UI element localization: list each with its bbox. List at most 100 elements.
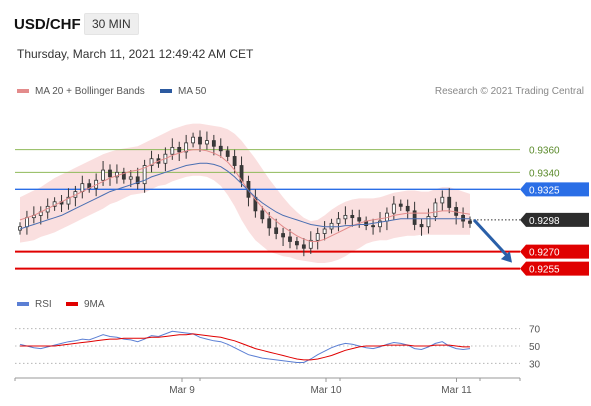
- candle: [350, 209, 355, 227]
- candle: [281, 227, 285, 246]
- rsi-tick-50: 50: [529, 342, 541, 353]
- candle: [322, 221, 327, 241]
- candle: [315, 227, 320, 250]
- candle: [121, 167, 126, 184]
- candle: [440, 190, 445, 211]
- rsi-panel: 70 50 30: [15, 325, 541, 370]
- candle-body-down: [239, 165, 244, 182]
- level-tag-text: 0.9325: [529, 185, 560, 196]
- legend-ma9-label: 9MA: [84, 299, 105, 310]
- forecast-arrow-shaft: [472, 218, 510, 258]
- candle: [371, 218, 375, 235]
- candle: [329, 218, 334, 234]
- candle-body-up: [80, 183, 85, 193]
- candle: [205, 131, 209, 150]
- candle-body-down: [405, 205, 410, 212]
- candle-body-up: [128, 176, 133, 180]
- legend-ma20-bb: MA 20 + Bollinger Bands: [17, 86, 145, 97]
- level-tag-bg: [520, 212, 589, 227]
- candle: [128, 170, 133, 188]
- candle-body-up: [433, 202, 438, 217]
- ma20-swatch-icon: [17, 89, 29, 94]
- level-tag-0.9255: 0.9255: [520, 261, 589, 276]
- level-tag-bg: [520, 244, 589, 259]
- candle-body-down: [398, 203, 403, 207]
- candle: [274, 218, 279, 240]
- candle: [391, 196, 396, 220]
- candle: [412, 201, 417, 231]
- candle: [115, 164, 119, 184]
- candle: [308, 231, 313, 254]
- x-axis: Mar 9 Mar 10 Mar 11: [14, 377, 521, 396]
- candle-body-down: [461, 214, 465, 222]
- moving-averages: [19, 149, 471, 242]
- legend-ma50: MA 50: [160, 86, 206, 97]
- candle-body-down: [301, 244, 306, 249]
- timeframe-badge[interactable]: 30 MIN: [84, 13, 139, 35]
- candle: [142, 159, 147, 193]
- chart-header: USD/CHF 30 MIN Thursday, March 11, 2021 …: [0, 0, 591, 80]
- candle: [211, 134, 216, 156]
- rsi-tick-30: 30: [529, 359, 541, 370]
- legend-rsi: RSI: [17, 299, 52, 310]
- candle-body-up: [440, 196, 445, 204]
- level-tag-bg: [520, 261, 589, 276]
- credit-text: Research © 2021 Trading Central: [434, 86, 584, 97]
- candle-body-down: [371, 225, 375, 228]
- ma9-swatch-icon: [66, 302, 78, 307]
- candle: [108, 164, 112, 186]
- legend-ma20-label: MA 20 + Bollinger Bands: [35, 86, 145, 97]
- level-tag-text: 0.9255: [529, 265, 560, 276]
- timestamp: Thursday, March 11, 2021 12:49:42 AM CET: [17, 47, 254, 61]
- level-labels: 0.9360 0.9340 0.9325 0.9298 0.9270 0.9255: [520, 146, 589, 276]
- candle-body-up: [378, 220, 382, 228]
- forecast-arrow: [472, 218, 512, 263]
- ma50-line: [19, 162, 470, 230]
- candle-body-down: [121, 171, 126, 180]
- x-tick-label: Mar 11: [441, 385, 472, 396]
- candle: [295, 236, 299, 250]
- candle-body-up: [315, 233, 320, 241]
- ma50-swatch-icon: [160, 89, 172, 94]
- candle-body-down: [260, 210, 265, 220]
- candle: [191, 132, 195, 148]
- candle-body-down: [232, 156, 237, 166]
- level-tag-0.9325: 0.9325: [520, 182, 589, 197]
- candle: [198, 130, 202, 152]
- candle-body-down: [218, 145, 223, 152]
- level-label-0.9360: 0.9360: [529, 146, 560, 157]
- candle-body-up: [205, 140, 209, 145]
- level-tag-bg: [520, 182, 589, 197]
- forecast-arrow-head-icon: [500, 251, 512, 263]
- candle: [343, 206, 348, 225]
- candle-body-down: [281, 233, 285, 238]
- candle: [336, 212, 341, 232]
- candle-body-up: [66, 196, 71, 205]
- candle-body-down: [419, 224, 424, 228]
- x-tick-label: Mar 9: [169, 385, 195, 396]
- candle-body-down: [267, 218, 272, 229]
- candle-body-up: [322, 228, 327, 234]
- candle-body-down: [198, 136, 202, 145]
- level-tag-text: 0.9270: [529, 248, 560, 259]
- candle-body-up: [149, 158, 154, 166]
- candle-body-down: [177, 146, 182, 153]
- rsi-line: [19, 330, 471, 363]
- level-tag-0.9270: 0.9270: [520, 244, 589, 259]
- candle-body-up: [115, 171, 119, 178]
- candle-body-up: [343, 214, 348, 220]
- candle-body-down: [350, 214, 355, 219]
- level-tag-0.9298: 0.9298: [520, 212, 589, 227]
- candle: [301, 238, 306, 257]
- candle: [170, 138, 175, 160]
- candle-body-up: [184, 142, 189, 153]
- candle-body-down: [225, 150, 230, 157]
- candle: [225, 146, 230, 161]
- candle-body-down: [447, 196, 452, 208]
- candle-body-up: [336, 218, 341, 224]
- candle: [419, 218, 424, 236]
- candle-body-up: [426, 216, 431, 228]
- bollinger-bands: [20, 123, 470, 263]
- candle: [184, 134, 189, 159]
